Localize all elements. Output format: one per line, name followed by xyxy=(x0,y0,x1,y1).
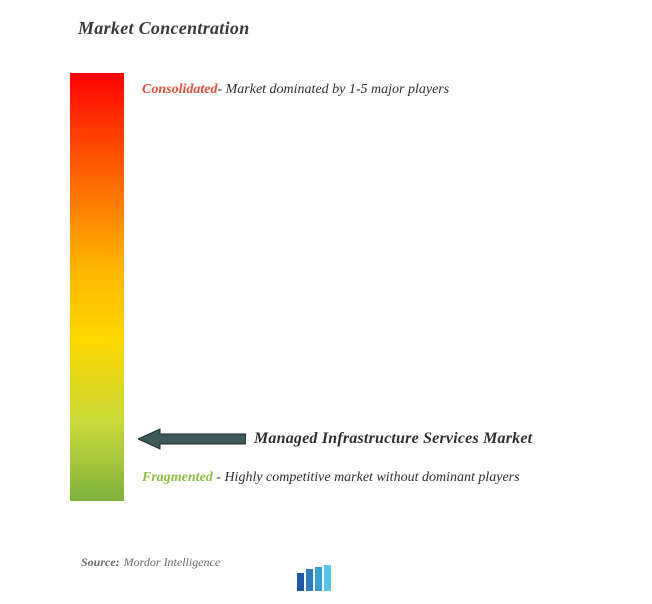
source-value: Mordor Intelligence xyxy=(124,555,221,570)
market-name: Managed Infrastructure Services Market xyxy=(254,430,532,448)
source-attribution: Source: Mordor Intelligence xyxy=(81,555,220,570)
fragmented-label: Fragmented - Highly competitive market w… xyxy=(142,467,520,488)
chart-area: Consolidated- Market dominated by 1-5 ma… xyxy=(70,73,652,501)
fragmented-term: Fragmented xyxy=(142,470,213,485)
consolidated-desc: - Market dominated by 1-5 major players xyxy=(217,82,449,97)
fragmented-desc: - Highly competitive market without domi… xyxy=(213,470,520,485)
source-label: Source: xyxy=(81,555,120,570)
chart-title: Market Concentration xyxy=(78,18,652,39)
consolidated-label: Consolidated- Market dominated by 1-5 ma… xyxy=(142,79,449,100)
arrow-left-icon xyxy=(138,427,246,451)
concentration-gradient-bar xyxy=(70,73,124,501)
consolidated-term: Consolidated xyxy=(142,82,217,97)
market-position-marker: Managed Infrastructure Services Market xyxy=(138,427,532,451)
brand-logo-icon xyxy=(295,563,335,593)
